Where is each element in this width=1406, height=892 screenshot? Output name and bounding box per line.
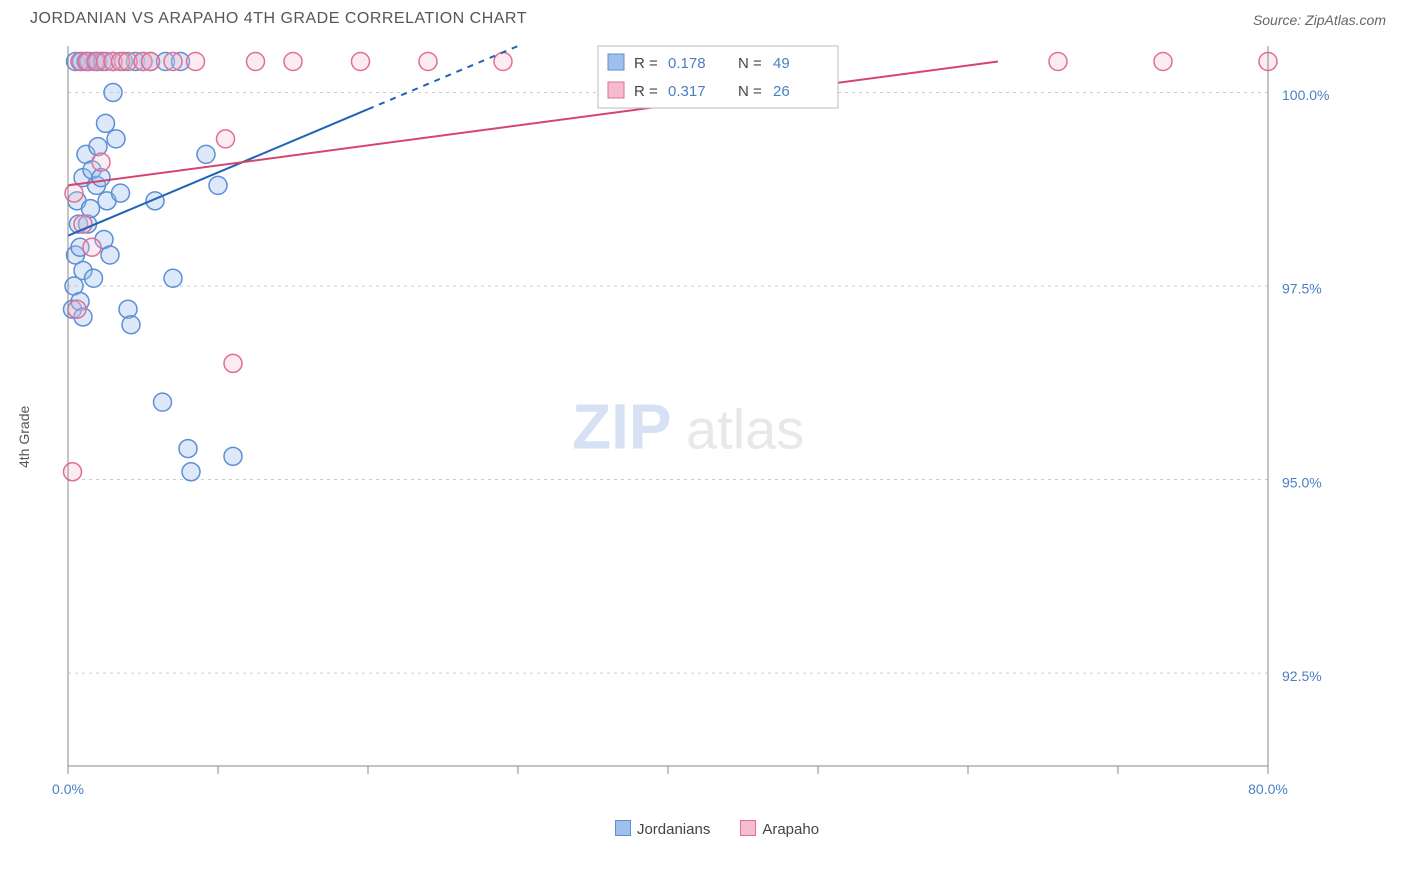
data-point-jordanians	[97, 114, 115, 132]
y-tick-label: 95.0%	[1282, 474, 1322, 490]
correlation-n-value: 49	[773, 55, 790, 72]
data-point-jordanians	[112, 184, 130, 202]
data-point-arapaho	[494, 52, 512, 70]
data-point-jordanians	[182, 463, 200, 481]
watermark-atlas: atlas	[686, 398, 804, 461]
data-point-jordanians	[209, 176, 227, 194]
data-point-arapaho	[217, 130, 235, 148]
data-point-jordanians	[224, 447, 242, 465]
data-point-jordanians	[179, 440, 197, 458]
data-point-jordanians	[101, 246, 119, 264]
y-axis-label: 4th Grade	[10, 36, 38, 838]
data-point-arapaho	[284, 52, 302, 70]
correlation-swatch	[608, 54, 624, 70]
legend-item: Jordanians	[615, 820, 710, 838]
data-point-arapaho	[68, 300, 86, 318]
data-point-jordanians	[107, 130, 125, 148]
data-point-jordanians	[197, 145, 215, 163]
legend-swatch	[615, 820, 631, 836]
legend-swatch	[740, 820, 756, 836]
data-point-arapaho	[352, 52, 370, 70]
data-point-arapaho	[247, 52, 265, 70]
x-tick-label: 80.0%	[1248, 781, 1288, 797]
correlation-swatch	[608, 82, 624, 98]
correlation-r-label: R =	[634, 83, 658, 100]
data-point-arapaho	[187, 52, 205, 70]
correlation-n-value: 26	[773, 83, 790, 100]
bottom-legend: Jordanians Arapaho	[38, 820, 1396, 838]
chart-header: JORDANIAN VS ARAPAHO 4TH GRADE CORRELATI…	[10, 10, 1396, 36]
y-tick-label: 92.5%	[1282, 668, 1322, 684]
correlation-r-value: 0.317	[668, 83, 706, 100]
correlation-r-label: R =	[634, 55, 658, 72]
watermark-zip: ZIP	[572, 391, 672, 463]
trend-line-arapaho	[68, 61, 998, 185]
data-point-jordanians	[164, 269, 182, 287]
x-tick-label: 0.0%	[52, 781, 84, 797]
legend-label: Arapaho	[762, 821, 819, 838]
y-tick-label: 97.5%	[1282, 281, 1322, 297]
legend-item: Arapaho	[740, 820, 819, 838]
data-point-jordanians	[154, 393, 172, 411]
data-point-arapaho	[224, 354, 242, 372]
chart-area: 4th Grade 92.5% 95.0% 97.5% 100.0% ZIPatlas 0…	[10, 36, 1396, 838]
chart-source: Source: ZipAtlas.com	[1253, 12, 1386, 28]
data-point-arapaho	[419, 52, 437, 70]
data-point-arapaho	[92, 153, 110, 171]
scatter-plot: 92.5% 95.0% 97.5% 100.0% ZIPatlas 0.0% 80.0% R …	[38, 36, 1358, 816]
data-point-arapaho	[1154, 52, 1172, 70]
data-point-arapaho	[83, 238, 101, 256]
legend-label: Jordanians	[637, 821, 710, 838]
correlation-n-label: N =	[738, 83, 762, 100]
chart-title: JORDANIAN VS ARAPAHO 4TH GRADE CORRELATI…	[30, 10, 527, 28]
data-point-arapaho	[1049, 52, 1067, 70]
correlation-n-label: N =	[738, 55, 762, 72]
data-point-jordanians	[85, 269, 103, 287]
data-point-arapaho	[164, 52, 182, 70]
data-point-arapaho	[142, 52, 160, 70]
data-point-jordanians	[104, 83, 122, 101]
data-point-arapaho	[64, 463, 82, 481]
data-point-jordanians	[122, 316, 140, 334]
correlation-r-value: 0.178	[668, 55, 706, 72]
y-tick-label: 100.0%	[1282, 87, 1329, 103]
